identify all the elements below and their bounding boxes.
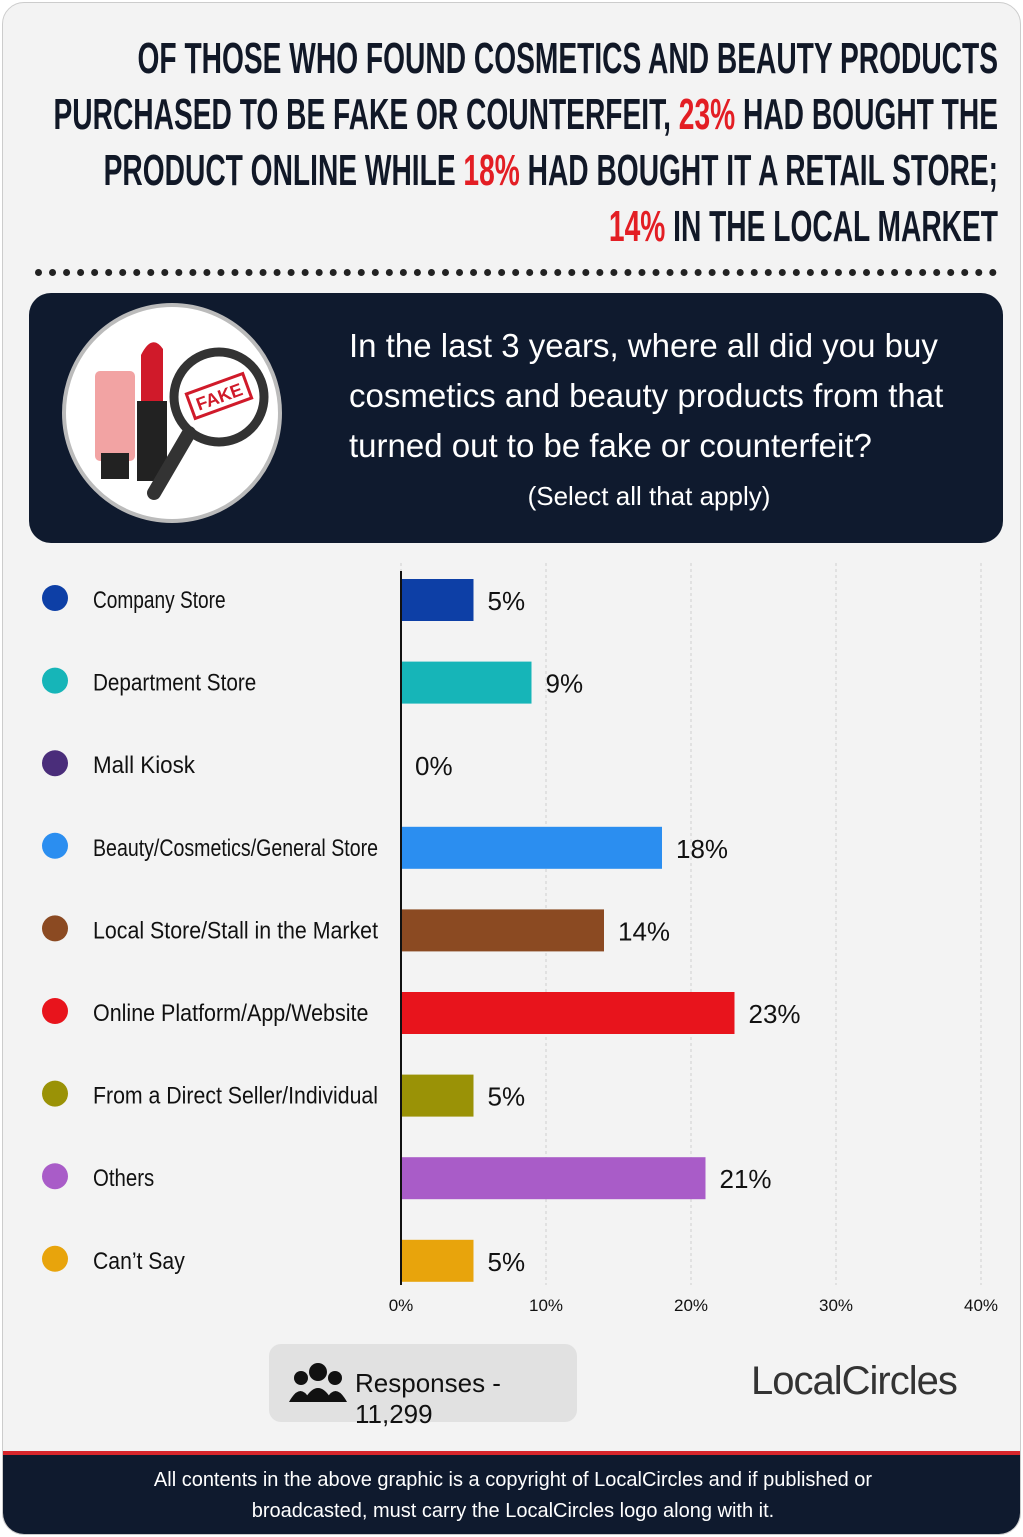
- value-label: 5%: [488, 586, 526, 616]
- legend-dot: [42, 998, 68, 1024]
- x-tick-label: 20%: [674, 1296, 708, 1315]
- value-label: 21%: [720, 1164, 772, 1194]
- category-label: Department Store: [93, 670, 256, 697]
- dotted-divider: [35, 269, 997, 276]
- bar: [401, 992, 735, 1034]
- question-box: FAKE In the last 3 years, where all did …: [29, 293, 1003, 543]
- headline-part: HAD BOUGHT THE PRODUCT ONLINE WHILE: [103, 90, 998, 195]
- legend-dot: [42, 1245, 68, 1272]
- bar: [401, 579, 474, 621]
- bar: [401, 1239, 474, 1282]
- legend-dot: [42, 832, 68, 859]
- legend-dot: [42, 667, 68, 694]
- category-label: Local Store/Stall in the Market: [93, 917, 378, 944]
- headline: OF THOSE WHO FOUND COSMETICS AND BEAUTY …: [51, 31, 998, 255]
- bar: [401, 661, 532, 704]
- category-label: Online Platform/App/Website: [93, 1000, 368, 1027]
- value-label: 23%: [749, 999, 801, 1029]
- headline-part: HAD BOUGHT IT A RETAIL STORE;: [519, 146, 998, 195]
- legend-dot: [42, 1163, 68, 1190]
- lipstick: [141, 342, 163, 401]
- footer: All contents in the above graphic is a c…: [3, 1451, 1020, 1534]
- bar: [401, 909, 604, 952]
- question-icon: FAKE: [62, 303, 282, 523]
- tube-cap: [101, 453, 129, 479]
- headline-part: OF THOSE WHO FOUND COSMETICS AND BEAUTY …: [53, 34, 999, 139]
- chart: 0% 10% 20% 30% 40% Company Store 5% Department …: [42, 563, 998, 1315]
- tube: [95, 371, 135, 461]
- headline-part: 18%: [463, 146, 520, 195]
- x-tick-label: 40%: [964, 1296, 998, 1315]
- responses-text: Responses - 11,299: [355, 1368, 501, 1429]
- value-label: 18%: [676, 834, 728, 864]
- x-tick-label: 10%: [529, 1296, 563, 1315]
- category-label: Can’t Say: [93, 1248, 185, 1275]
- category-label: Others: [93, 1165, 154, 1192]
- value-label: 5%: [488, 1082, 526, 1112]
- question-text: In the last 3 years, where all did you b…: [349, 327, 944, 464]
- x-tick-label: 30%: [819, 1296, 853, 1315]
- category-label: Beauty/Cosmetics/General Store: [93, 835, 378, 862]
- bar: [401, 1157, 706, 1200]
- people-icon: [289, 1363, 347, 1402]
- copyright: All contents in the above graphic is a c…: [153, 1469, 873, 1522]
- legend-dot: [42, 915, 68, 942]
- x-tick-label: 0%: [389, 1296, 414, 1315]
- question-note: (Select all that apply): [527, 481, 771, 511]
- category-label: Mall Kiosk: [93, 752, 196, 779]
- value-label: 0%: [415, 751, 453, 781]
- value-label: 5%: [488, 1247, 526, 1277]
- responses-box: Responses - 11,299: [269, 1344, 577, 1429]
- headline-part: IN THE LOCAL MARKET: [665, 202, 998, 251]
- fake-stamp: [184, 371, 254, 421]
- value-label: 9%: [546, 669, 584, 699]
- category-label: Company Store: [93, 587, 226, 614]
- legend-dot: [42, 585, 68, 611]
- headline-part: 23%: [678, 90, 736, 139]
- legend-dot: [42, 1080, 68, 1107]
- category-label: From a Direct Seller/Individual: [93, 1083, 378, 1110]
- bar: [401, 1074, 474, 1117]
- value-label: 14%: [618, 916, 670, 946]
- magnifier-handle: [147, 426, 196, 500]
- legend-dot: [42, 750, 68, 777]
- bar: [401, 826, 662, 869]
- headline-part: 14%: [608, 202, 666, 251]
- logo: LocalCircles: [751, 1359, 958, 1403]
